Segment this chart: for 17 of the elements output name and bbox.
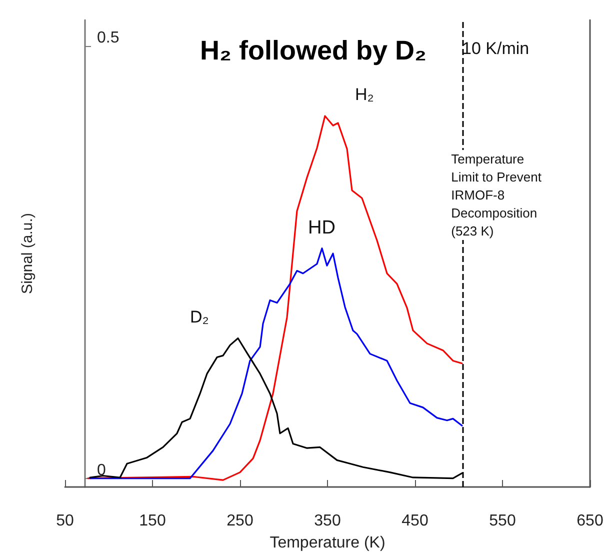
x-tick-label: 50	[56, 512, 74, 530]
series-label: H₂	[354, 84, 374, 104]
ref-line-label: Temperature Limit to Prevent IRMOF-8 Decomposition (523 K)	[451, 152, 542, 238]
x-tick-label: 550	[489, 512, 516, 530]
x-axis-title: Temperature (K)	[270, 534, 386, 552]
x-tick-label: 250	[226, 512, 254, 530]
y-tick-label: 0.5	[97, 29, 120, 46]
text: H₂ followed by D₂	[200, 36, 426, 66]
x-tick-label: 650	[576, 512, 604, 530]
y-tick-label: 0	[97, 462, 106, 479]
series-label: D₂	[190, 307, 209, 326]
y-axis-title: Signal (a.u.)	[19, 213, 36, 294]
x-tick-label: 350	[314, 512, 341, 530]
x-tick-label: 450	[402, 512, 428, 530]
series-label: HD	[308, 217, 336, 238]
x-tick-label: 150	[139, 512, 166, 530]
annotation: 10 K/min	[462, 39, 530, 58]
